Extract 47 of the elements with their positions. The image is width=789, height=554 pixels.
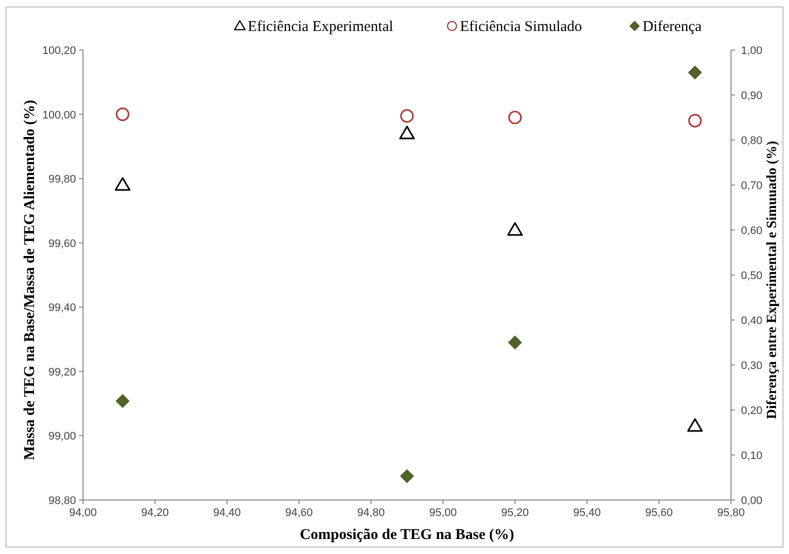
legend-label: Eficiência Simulado [460, 19, 582, 35]
point [688, 66, 702, 80]
x-tick-label: 95,60 [645, 507, 673, 519]
x-tick-label: 94,20 [141, 507, 169, 519]
x-tick-label: 94,40 [213, 507, 241, 519]
y-tick-label: 100,20 [42, 45, 76, 57]
y2-tick-label: 0,80 [741, 135, 762, 147]
point [116, 394, 130, 408]
y2-tick-label: 0,00 [741, 495, 762, 507]
x-tick-label: 95,40 [573, 507, 601, 519]
x-tick-label: 94,00 [69, 507, 97, 519]
y2-tick-label: 0,20 [741, 405, 762, 417]
y2-tick-label: 0,90 [741, 90, 762, 102]
x-tick-label: 94,80 [357, 507, 385, 519]
y-tick-label: 99,40 [48, 302, 76, 314]
point [687, 418, 703, 432]
y-tick-label: 99,60 [48, 238, 76, 250]
point [400, 469, 414, 484]
y-tick-label: 99,20 [48, 366, 76, 378]
y-tick-label: 99,80 [48, 174, 76, 186]
point [116, 107, 130, 122]
point [507, 222, 523, 236]
y2-tick-label: 0,70 [741, 180, 762, 192]
point [114, 177, 130, 191]
y-tick-label: 98,80 [48, 495, 76, 507]
point [688, 114, 702, 128]
y-tick-label: 100,00 [42, 109, 76, 122]
y2-tick-label: 0,30 [741, 360, 762, 372]
point [400, 109, 414, 123]
x-axis-title: Composição de TEG na Base (%) [300, 527, 514, 543]
y2-tick-label: 0,40 [741, 315, 762, 327]
point [508, 110, 522, 124]
y2-tick-label: 0,10 [741, 450, 762, 462]
y2-tick-label: 0,60 [741, 225, 762, 237]
point [399, 126, 415, 140]
y2-tick-label: 0,50 [741, 270, 762, 282]
x-tick-label: 95,00 [429, 507, 457, 519]
point [508, 336, 522, 350]
x-tick-label: 94,60 [285, 507, 313, 519]
x-tick-label: 95,20 [501, 507, 529, 519]
y-axis-title: Massa de TEG na Base/Massa de TEG Aliementado (%) [22, 100, 38, 460]
x-tick-label: 95,80 [717, 507, 745, 519]
y2-tick-label: 1,00 [741, 45, 762, 57]
y2-axis-title: Diferença entre Experimental e Simuuado (%) [765, 140, 780, 420]
legend-label: Eficiência Experimental [248, 19, 394, 35]
legend-label: Diferença [642, 19, 702, 35]
y-tick-label: 99,00 [48, 430, 76, 443]
